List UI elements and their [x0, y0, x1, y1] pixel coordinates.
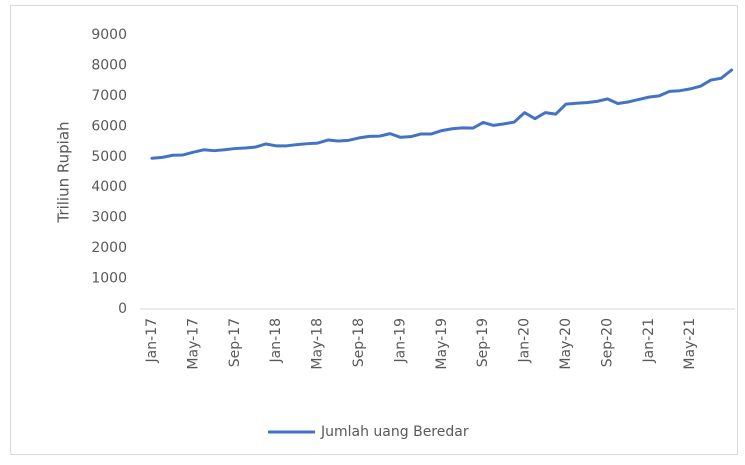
y-tick-label: 5000 [91, 149, 127, 165]
data-line [150, 68, 734, 160]
x-tick-label: May-17 [185, 318, 201, 370]
x-tick-label: Sep-19 [475, 318, 491, 367]
x-tick-label: Sep-18 [351, 318, 367, 367]
x-tick-label: Sep-17 [227, 318, 243, 367]
y-tick-label: 1000 [91, 271, 127, 287]
y-tick-label: 2000 [91, 240, 127, 256]
y-tick-label: 6000 [91, 118, 127, 134]
x-tick-label: Sep-20 [599, 318, 615, 367]
x-tick-label: May-18 [310, 318, 326, 370]
x-tick-label: Jan-19 [392, 318, 408, 363]
legend-label: Jumlah uang Beredar [320, 424, 469, 440]
x-tick-label: May-19 [434, 318, 450, 370]
x-tick-label: May-20 [558, 318, 574, 370]
y-tick-label: 4000 [91, 179, 127, 195]
y-tick-label: 9000 [91, 27, 127, 43]
x-tick-label: May-21 [682, 318, 698, 370]
y-tick-label: 8000 [91, 57, 127, 73]
x-tick-label: Jan-18 [268, 318, 284, 363]
x-tick-label: Jan-20 [517, 318, 533, 363]
y-tick-label: 0 [118, 301, 127, 317]
y-axis-title: Triliun Rupiah [55, 121, 73, 223]
chart-frame [10, 5, 738, 455]
x-tick-label: Jan-21 [641, 318, 657, 363]
y-tick-label: 7000 [91, 88, 127, 104]
x-tick-label: Jan-17 [144, 318, 160, 363]
y-tick-label: 3000 [91, 210, 127, 226]
